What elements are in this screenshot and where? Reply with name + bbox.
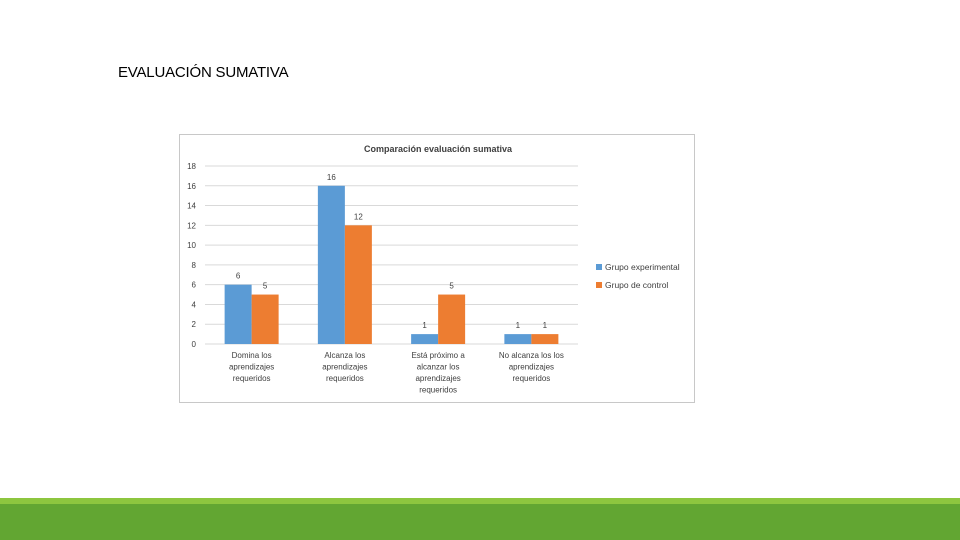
- data-label: 12: [354, 212, 363, 221]
- chart-title: Comparación evaluación sumativa: [364, 144, 513, 154]
- bar-control: [251, 294, 279, 344]
- x-category-label: Alcanza los aprendizajes requeridos: [322, 351, 367, 383]
- bar-control: [344, 225, 372, 344]
- data-label: 1: [516, 321, 521, 330]
- x-axis-categories: Domina los aprendizajes requeridos Alcanza …: [229, 351, 564, 395]
- x-category-label: Está próximo a alcanzar los aprendizajes re…: [411, 351, 465, 395]
- chart-frame: Comparación evaluación sumativa 0 2 4 6 8 10 1…: [179, 134, 695, 403]
- legend: Grupo experimental Grupo de control: [596, 262, 680, 290]
- bar-chart: Comparación evaluación sumativa 0 2 4 6 8 10 1…: [187, 144, 680, 395]
- y-tick-label: 4: [192, 300, 197, 309]
- bar-control: [531, 334, 559, 344]
- x-category-label: Domina los aprendizajes requeridos: [229, 351, 274, 383]
- data-label: 1: [543, 321, 548, 330]
- bar-experimental: [224, 284, 252, 344]
- legend-swatch: [596, 282, 602, 288]
- data-label: 5: [449, 282, 454, 291]
- data-label: 5: [263, 282, 268, 291]
- bars: [224, 185, 559, 344]
- y-tick-label: 14: [187, 202, 196, 211]
- y-tick-label: 10: [187, 241, 196, 250]
- bar-control: [438, 294, 466, 344]
- slide-title: EVALUACIÓN SUMATIVA: [118, 64, 289, 81]
- y-tick-label: 16: [187, 182, 196, 191]
- y-axis-ticks: 0 2 4 6 8 10 12 14 16 18: [187, 162, 196, 349]
- data-label: 16: [327, 173, 336, 182]
- bar-experimental: [504, 334, 532, 344]
- y-tick-label: 2: [192, 320, 197, 329]
- legend-label: Grupo experimental: [605, 262, 680, 272]
- y-tick-label: 18: [187, 162, 196, 171]
- bar-experimental: [411, 334, 439, 344]
- bar-experimental: [317, 185, 345, 344]
- footer-band: [0, 504, 960, 540]
- data-label: 1: [422, 321, 427, 330]
- y-tick-label: 0: [192, 340, 197, 349]
- footer-accent-stripe: [0, 498, 960, 504]
- legend-label: Grupo de control: [605, 280, 668, 290]
- y-tick-label: 6: [192, 281, 197, 290]
- legend-swatch: [596, 264, 602, 270]
- data-label: 6: [236, 272, 241, 281]
- y-tick-label: 8: [192, 261, 197, 270]
- x-category-label: No alcanza los los aprendizajes requeridos: [499, 351, 564, 383]
- data-labels: 6 5 16 12 1 5 1 1: [236, 173, 548, 330]
- y-tick-label: 12: [187, 221, 196, 230]
